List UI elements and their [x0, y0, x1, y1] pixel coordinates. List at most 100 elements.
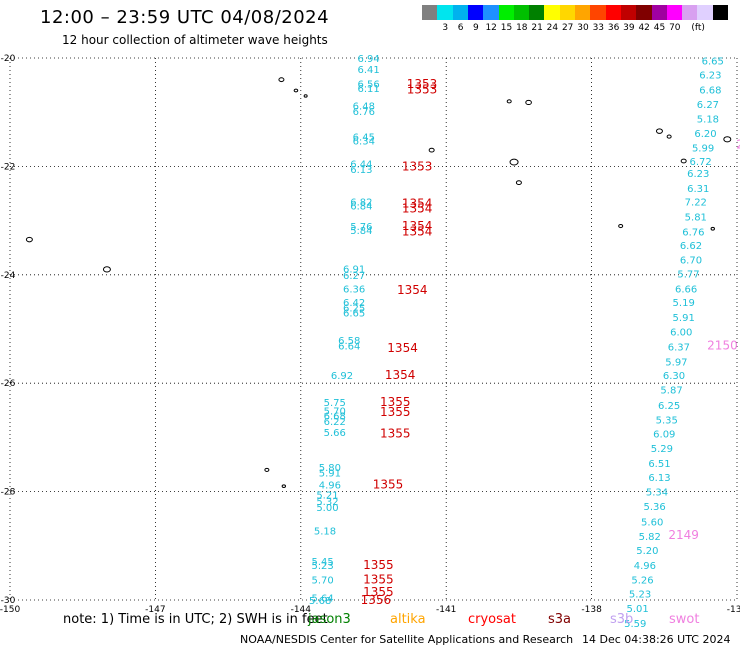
wave-height-label: 4.96	[634, 561, 656, 572]
scale-label: 24	[546, 23, 559, 33]
lon-tick-label: -141	[436, 605, 456, 615]
scale-label: 18	[516, 23, 528, 33]
wave-height-label: 6.94	[358, 54, 380, 65]
wave-height-label: 7.22	[685, 198, 707, 209]
wave-height-label: 5.20	[636, 546, 658, 557]
pass-id-label: 1354	[385, 368, 416, 382]
wave-height-label: 6.09	[653, 430, 675, 441]
scale-label: 9	[473, 23, 479, 33]
wave-height-label: 5.35	[656, 416, 678, 427]
wave-height-label: 5.18	[697, 115, 719, 126]
generation-timestamp: 14 Dec 04:38:26 UTC 2024	[582, 633, 731, 646]
wave-height-label: 5.59	[624, 619, 646, 630]
lat-tick-label: -20	[1, 54, 16, 64]
wave-height-label: 6.34	[353, 136, 375, 147]
wave-height-label: 6.22	[324, 417, 346, 428]
wave-height-label: 6.48	[353, 102, 375, 113]
scale-label: 30	[577, 23, 589, 33]
wave-height-label: 5.66	[324, 428, 346, 439]
wave-height-label: 6.66	[675, 284, 697, 295]
wave-height-label: 6.42	[343, 298, 365, 309]
scale-swatch	[605, 5, 622, 20]
wave-height-label: 6.25	[343, 303, 365, 314]
wave-height-label: 6.76	[682, 227, 704, 238]
scale-unit: (ft)	[691, 23, 705, 33]
scale-swatch	[483, 5, 499, 20]
island-outline	[428, 147, 435, 153]
island-outline	[680, 158, 687, 164]
scale-label: 36	[607, 23, 620, 33]
scale-swatch	[682, 5, 698, 20]
scale-label: 6	[457, 23, 464, 33]
scale-swatch	[529, 5, 545, 20]
wave-height-label: 6.13	[648, 473, 670, 484]
island-outline	[525, 99, 532, 106]
pass-id-label: 2149	[668, 528, 699, 542]
island-outline	[618, 223, 624, 229]
wave-height-label: 5.76	[350, 222, 372, 233]
pass-id-label: 1353	[402, 159, 433, 173]
wave-height-label: 6.41	[358, 65, 380, 76]
wave-height-label: 5.70	[311, 575, 333, 586]
wave-height-label: 6.68	[699, 85, 721, 96]
pass-id-label: 1353	[407, 77, 438, 91]
lon-tick-label: -138	[581, 605, 602, 615]
island-outline	[710, 226, 715, 231]
pass-id-label: 1355	[380, 427, 411, 441]
wave-height-label: 6.72	[690, 157, 712, 168]
wave-height-label: 6.25	[658, 401, 680, 412]
lat-tick-label: -30	[1, 596, 16, 606]
wave-height-label: 5.29	[651, 444, 673, 455]
island-outline	[293, 88, 299, 93]
wave-height-label: 5.68	[309, 596, 331, 607]
credit-line: NOAA/NESDIS Center for Satellite Applica…	[240, 633, 574, 646]
wave-height-label: 5.23	[629, 589, 651, 600]
satellite-s3a: s3a	[548, 612, 572, 627]
island-outline	[264, 467, 270, 472]
wave-height-label: 5.19	[673, 298, 695, 309]
wave-height-label: 5.00	[316, 503, 338, 514]
wave-height-label: 6.45	[353, 133, 375, 144]
scale-label: 21	[531, 23, 543, 33]
scale-label: 27	[561, 23, 574, 33]
lat-tick-label: -26	[1, 379, 16, 389]
scale-swatch	[666, 5, 683, 20]
pass-id-label: 1354	[387, 341, 418, 355]
wave-height-label: 5.82	[639, 532, 661, 543]
island-outline	[723, 136, 732, 143]
wave-height-label: 6.27	[697, 100, 719, 111]
lon-tick-label: -147	[145, 605, 165, 615]
wave-height-label: 5.80	[319, 463, 341, 474]
wave-height-label: 6.76	[353, 107, 375, 118]
scale-label: 39	[623, 23, 635, 33]
wave-height-label: 6.20	[694, 129, 716, 140]
scale-label: 33	[592, 23, 605, 33]
wave-height-label: 5.26	[631, 575, 653, 586]
wave-height-label: 6.44	[350, 160, 372, 171]
wave-height-label: 5.87	[660, 386, 682, 397]
wave-height-label: 6.68	[324, 412, 346, 423]
wave-height-label: 5.36	[643, 502, 665, 513]
pass-id-label: 1356	[361, 593, 392, 607]
scale-label: 3	[442, 23, 449, 33]
scale-swatch	[452, 5, 469, 20]
scale-label: 45	[653, 23, 666, 33]
wave-height-label: 6.51	[648, 459, 670, 470]
scale-swatch	[636, 5, 652, 20]
scale-label: 42	[638, 23, 650, 33]
pass-id-label: 1355	[363, 558, 394, 572]
scale-swatch	[559, 5, 576, 20]
scale-swatch	[712, 5, 729, 20]
wave-height-label: 6.36	[343, 284, 365, 295]
lat-tick-label: -22	[1, 162, 16, 172]
wave-height-label: 6.82	[350, 198, 372, 209]
scale-swatch	[575, 5, 591, 20]
island-outline	[506, 99, 512, 104]
wave-height-label: 5.97	[665, 358, 687, 369]
wave-height-label: 5.23	[311, 561, 333, 572]
scale-label: 12	[485, 23, 497, 33]
wave-height-label: 6.23	[699, 70, 721, 81]
wave-height-label: 6.23	[687, 169, 709, 180]
